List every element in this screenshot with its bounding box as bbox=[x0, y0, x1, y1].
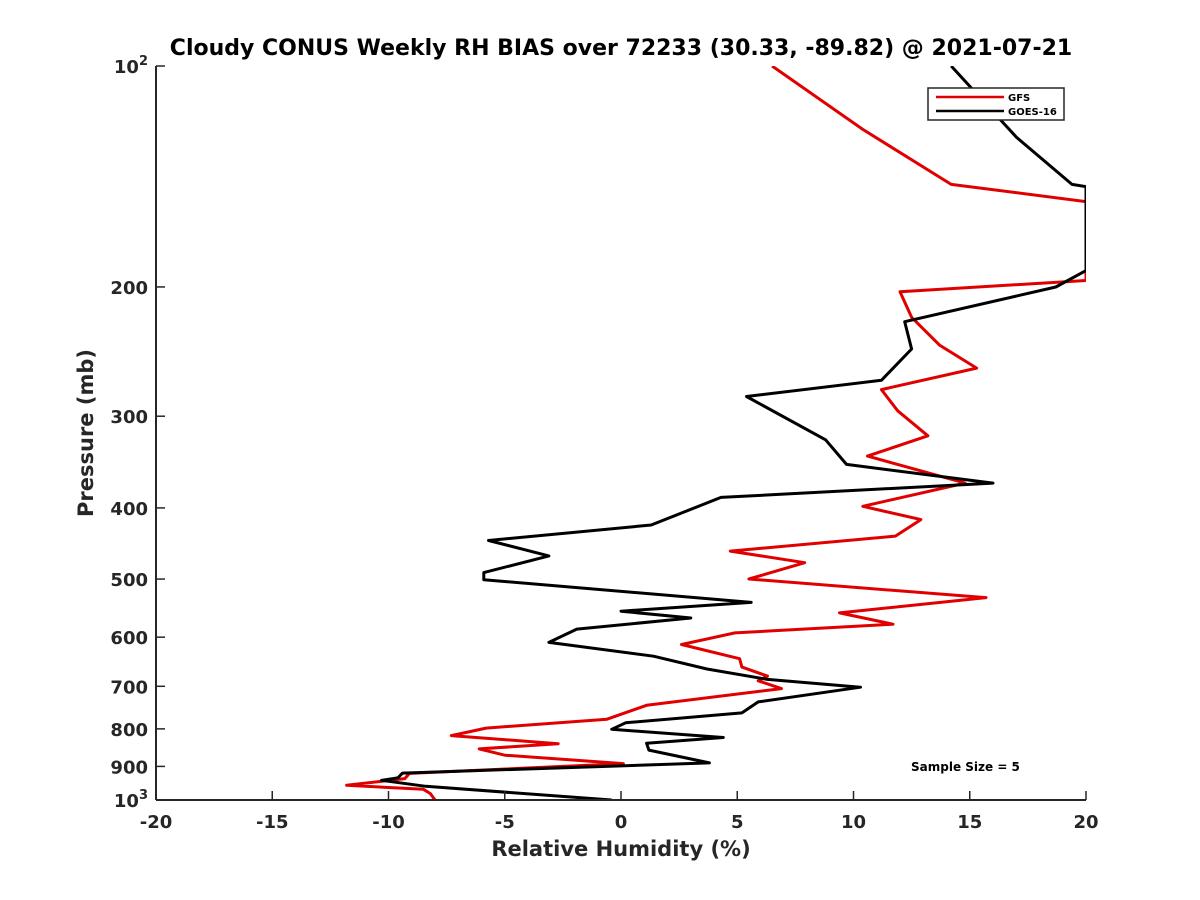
y-tick-label: 600 bbox=[110, 628, 148, 649]
x-axis-label: Relative Humidity (%) bbox=[491, 837, 750, 861]
x-tick-label: -15 bbox=[256, 812, 289, 833]
series-line-gfs bbox=[345, 66, 1086, 800]
series-line-goes16 bbox=[380, 66, 1086, 800]
legend: GFS GOES-16 bbox=[927, 87, 1065, 121]
x-tick-label: 10 bbox=[841, 812, 866, 833]
y-tick-label: 300 bbox=[110, 407, 148, 428]
y-tick-label: 800 bbox=[110, 720, 148, 741]
chart-title: Cloudy CONUS Weekly RH BIAS over 72233 (… bbox=[170, 36, 1072, 61]
y-axis-label: Pressure (mb) bbox=[74, 349, 98, 517]
y-tick-label: 103 bbox=[114, 788, 148, 812]
legend-label-goes16: GOES-16 bbox=[1008, 107, 1057, 118]
x-tick-label: 5 bbox=[731, 812, 744, 833]
y-tick-label: 102 bbox=[114, 54, 148, 78]
sample-size-annotation: Sample Size = 5 bbox=[911, 760, 1020, 774]
y-tick-label: 700 bbox=[110, 677, 148, 698]
x-tick-label: -10 bbox=[372, 812, 405, 833]
y-tick-label: 200 bbox=[110, 278, 148, 299]
y-axis-ticks: 102 200 300 400 500 600 700 800 900 103 bbox=[110, 54, 165, 812]
x-tick-label: 20 bbox=[1073, 812, 1098, 833]
x-tick-label: -5 bbox=[495, 812, 515, 833]
x-tick-label: 15 bbox=[957, 812, 982, 833]
y-tick-label: 900 bbox=[110, 757, 148, 778]
legend-label-gfs: GFS bbox=[1008, 93, 1030, 104]
y-tick-label: 400 bbox=[110, 499, 148, 520]
series-layer bbox=[345, 66, 1086, 800]
x-tick-label: -20 bbox=[140, 812, 173, 833]
x-tick-label: 0 bbox=[615, 812, 628, 833]
legend-box bbox=[927, 87, 1065, 121]
x-axis-ticks: -20 -15 -10 -5 0 5 10 15 20 bbox=[140, 791, 1099, 833]
y-tick-label: 500 bbox=[110, 570, 148, 591]
